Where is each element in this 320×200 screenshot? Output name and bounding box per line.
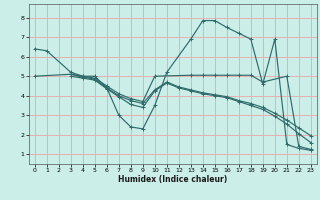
X-axis label: Humidex (Indice chaleur): Humidex (Indice chaleur)	[118, 175, 228, 184]
